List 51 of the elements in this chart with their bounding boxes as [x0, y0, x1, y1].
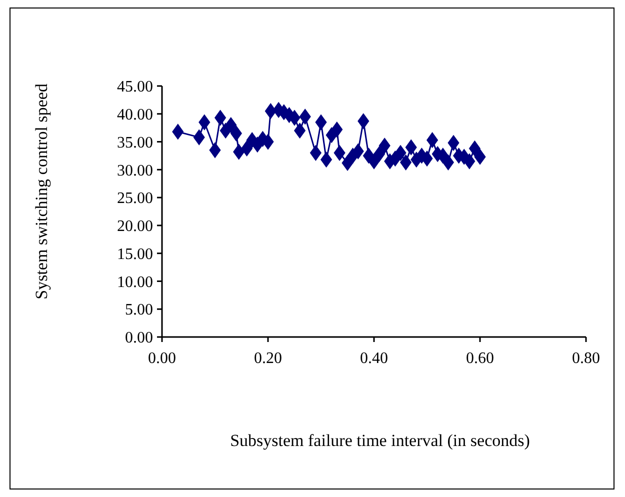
point [209, 142, 221, 158]
y-tick-label: 25.00 [117, 190, 153, 208]
point [331, 121, 343, 138]
x-tick-label: 0.20 [254, 350, 282, 367]
y-tick-label: 5.00 [125, 302, 153, 319]
point [299, 108, 311, 125]
x-tick-label: 0.80 [572, 350, 600, 367]
point [421, 150, 433, 167]
point [400, 154, 412, 170]
point [352, 143, 364, 160]
y-tick-label: 45.00 [117, 78, 153, 96]
x-axis-title: Subsystem failure time interval (in seconds) [230, 431, 530, 450]
point [240, 140, 253, 157]
y-tick-label: 0.00 [125, 330, 153, 347]
point [288, 110, 300, 126]
point [464, 153, 476, 170]
x-tick-label: 0.60 [466, 350, 494, 367]
point [262, 134, 274, 150]
point [198, 114, 210, 130]
x-tick-label: 0.40 [360, 350, 388, 367]
y-tick-label: 40.00 [117, 106, 153, 124]
point [172, 124, 184, 140]
point [448, 134, 460, 151]
point [225, 116, 237, 134]
point [373, 146, 386, 162]
y-tick-label: 35.00 [117, 134, 153, 152]
point [442, 154, 454, 170]
x-tick-label: 0.00 [148, 350, 176, 367]
point [315, 114, 327, 130]
point [214, 110, 226, 126]
y-axis-title: System switching control speed [32, 83, 51, 300]
point [358, 113, 370, 130]
point [342, 154, 354, 172]
point [264, 103, 276, 120]
point [310, 144, 322, 161]
point [474, 148, 486, 165]
point [193, 129, 205, 146]
point [468, 140, 481, 157]
point [426, 132, 438, 148]
point [294, 122, 306, 139]
point [233, 144, 245, 160]
point [405, 139, 417, 156]
point [334, 144, 346, 161]
point [230, 125, 242, 142]
point [320, 152, 332, 168]
y-tick-label: 30.00 [117, 162, 153, 180]
point [378, 138, 390, 154]
y-tick-label: 15.00 [117, 246, 153, 263]
point [394, 144, 406, 161]
y-tick-label: 20.00 [117, 218, 153, 236]
y-tick-label: 10.00 [117, 274, 153, 291]
